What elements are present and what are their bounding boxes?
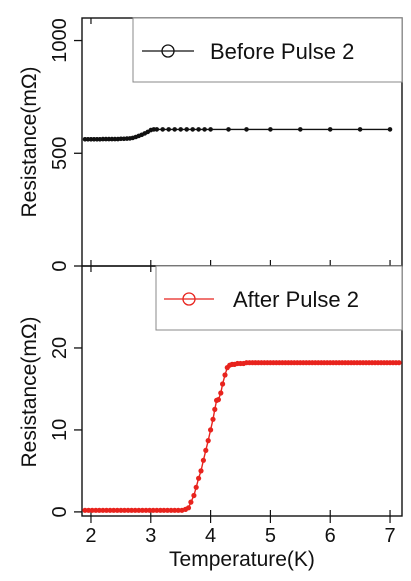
bottom-data-point xyxy=(86,507,92,513)
top-data-point xyxy=(166,127,171,132)
top-data-point xyxy=(298,127,303,132)
bottom-data-point xyxy=(100,507,106,513)
top-data-point xyxy=(184,127,189,132)
bottom-series-after-pulse-2 xyxy=(82,360,402,513)
top-data-point xyxy=(226,127,231,132)
top-y-axis-title: Resistance(mΩ) xyxy=(18,66,41,217)
bottom-data-point xyxy=(96,507,102,513)
x-tick-label: 4 xyxy=(205,525,216,547)
top-data-point xyxy=(178,127,183,132)
bottom-legend: After Pulse 2 xyxy=(155,265,403,331)
bottom-data-point xyxy=(161,507,167,513)
top-y-tick-label: 1000 xyxy=(49,18,71,63)
bottom-data-point xyxy=(89,507,95,513)
bottom-x-axis-ticks: 2 3 4 5 6 7 xyxy=(85,516,396,547)
bottom-data-point xyxy=(164,507,171,513)
top-data-point xyxy=(327,127,333,132)
bottom-data-point xyxy=(168,507,174,513)
bottom-data-point xyxy=(132,507,138,513)
bottom-data-point xyxy=(103,507,110,513)
x-tick-label: 3 xyxy=(145,525,156,547)
bottom-data-point xyxy=(220,381,226,387)
bottom-data-point xyxy=(215,397,221,403)
bottom-y-axis-ticks: 0 10 20 xyxy=(49,337,82,517)
bottom-data-point xyxy=(210,416,216,422)
x-tick-label: 6 xyxy=(325,525,336,547)
bottom-data-point xyxy=(114,507,120,513)
top-data-point xyxy=(154,127,160,132)
bottom-data-point xyxy=(396,360,402,366)
bottom-data-point xyxy=(147,507,153,513)
top-legend-label: Before Pulse 2 xyxy=(210,39,354,64)
bottom-data-point xyxy=(121,507,128,513)
bottom-data-point xyxy=(175,507,181,513)
bottom-y-tick-label: 20 xyxy=(49,337,71,359)
top-legend-marker-sample xyxy=(161,44,175,58)
bottom-data-point xyxy=(143,507,149,513)
bottom-data-point xyxy=(154,507,160,513)
x-tick-label: 2 xyxy=(85,525,96,547)
bottom-data-point xyxy=(208,427,214,433)
top-data-point xyxy=(208,127,213,132)
top-legend: Before Pulse 2 xyxy=(132,17,403,83)
bottom-data-point xyxy=(193,484,199,490)
top-y-axis-ticks: 0 500 1000 xyxy=(49,18,82,272)
x-tick-label: 7 xyxy=(384,525,395,547)
bottom-data-point xyxy=(203,447,209,453)
bottom-data-point xyxy=(185,505,192,511)
bottom-legend-marker-sample xyxy=(182,292,196,306)
top-data-point xyxy=(244,127,249,132)
bottom-data-point xyxy=(82,507,88,513)
bottom-data-point xyxy=(191,492,197,499)
top-series-before-pulse-2 xyxy=(82,127,393,142)
bottom-data-point xyxy=(200,457,206,463)
top-data-point xyxy=(202,127,207,132)
top-data-point xyxy=(268,127,273,132)
top-y-tick-label: 0 xyxy=(49,260,71,271)
bottom-data-point xyxy=(188,499,194,505)
bottom-data-point xyxy=(205,438,211,444)
bottom-data-point xyxy=(150,507,156,513)
top-y-tick-label: 500 xyxy=(49,137,71,170)
bottom-data-point xyxy=(107,507,113,513)
bottom-y-axis-title: Resistance(mΩ) xyxy=(18,316,41,467)
bottom-legend-label: After Pulse 2 xyxy=(233,287,359,312)
bottom-data-point xyxy=(118,507,124,513)
bottom-data-point xyxy=(212,406,218,412)
bottom-series-line xyxy=(85,362,399,511)
top-legend-box xyxy=(132,17,403,83)
bottom-y-tick-label: 0 xyxy=(49,506,71,517)
bottom-data-point xyxy=(139,507,145,513)
top-data-point xyxy=(190,127,195,132)
top-data-point xyxy=(357,127,363,132)
bottom-data-point xyxy=(111,507,117,513)
top-data-point xyxy=(172,127,177,132)
bottom-y-tick-label: 10 xyxy=(49,419,71,441)
bottom-panel: 0 10 20 After Pulse 2 2 3 4 5 6 7 Resistance(mΩ… xyxy=(18,265,403,571)
bottom-data-point xyxy=(129,507,135,513)
bottom-data-point xyxy=(172,507,178,513)
bottom-data-point xyxy=(136,507,142,513)
bottom-legend-box xyxy=(155,265,403,331)
bottom-data-point xyxy=(222,372,228,378)
top-data-point xyxy=(160,127,165,132)
top-data-point xyxy=(387,127,393,132)
x-tick-label: 5 xyxy=(265,525,276,547)
top-data-point xyxy=(196,127,201,132)
top-panel: 0 500 1000 Before Pulse 2 Resistance(mΩ) xyxy=(18,17,403,272)
bottom-data-point xyxy=(218,390,224,396)
x-axis-title: Temperature(K) xyxy=(169,548,315,571)
bottom-data-point xyxy=(196,475,202,481)
bottom-data-point xyxy=(198,468,204,474)
